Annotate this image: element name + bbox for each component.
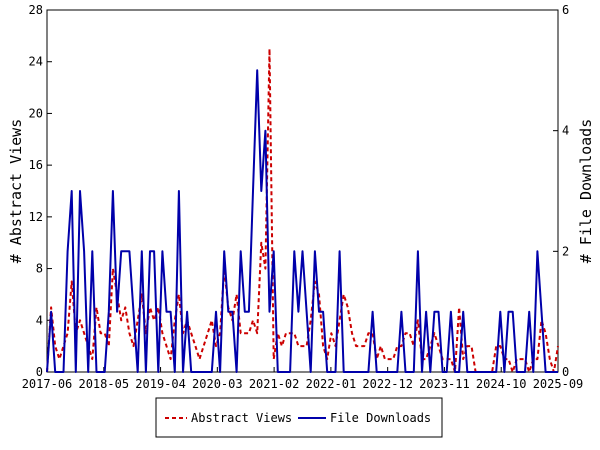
legend: Abstract Views File Downloads [155,397,443,438]
x-tick-label: 2025-09 [533,377,584,391]
y-left-tick-label: 8 [36,262,43,276]
x-tick-label: 2022-12 [362,377,413,391]
y-right-tick-label: 0 [562,365,569,379]
x-tick-label: 2017-06 [22,377,73,391]
series-line-file-downloads [46,69,558,373]
y-left-tick-label: 28 [29,3,43,17]
x-tick-label: 2020-03 [192,377,243,391]
y-left-axis-title: # Abstract Views [7,119,25,264]
x-tick-label: 2019-04 [135,377,186,391]
legend-label-file-downloads: File Downloads [330,411,431,425]
y-right-tick-label: 2 [562,244,569,258]
left-axis: 0 4 8 12 16 20 24 28 [29,3,52,379]
x-tick-label: 2018-05 [78,377,129,391]
x-tick-label: 2024-10 [476,377,527,391]
y-right-axis-title: # File Downloads [577,119,595,264]
plot-area [46,9,559,373]
y-left-tick-label: 16 [29,158,43,172]
y-left-tick-label: 24 [29,55,43,69]
x-tick-label: 2022-01 [306,377,357,391]
y-left-tick-label: 12 [29,210,43,224]
y-right-tick-label: 6 [562,3,569,17]
y-left-tick-label: 4 [36,313,43,327]
x-tick-label: 2023-11 [419,377,470,391]
y-right-tick-label: 4 [562,124,569,138]
x-tick-label: 2021-02 [249,377,300,391]
legend-label-abstract-views: Abstract Views [191,411,292,425]
series-line-abstract-views [46,47,559,373]
y-left-tick-label: 20 [29,106,43,120]
series-layer [46,47,559,373]
y-left-tick-label: 0 [36,365,43,379]
